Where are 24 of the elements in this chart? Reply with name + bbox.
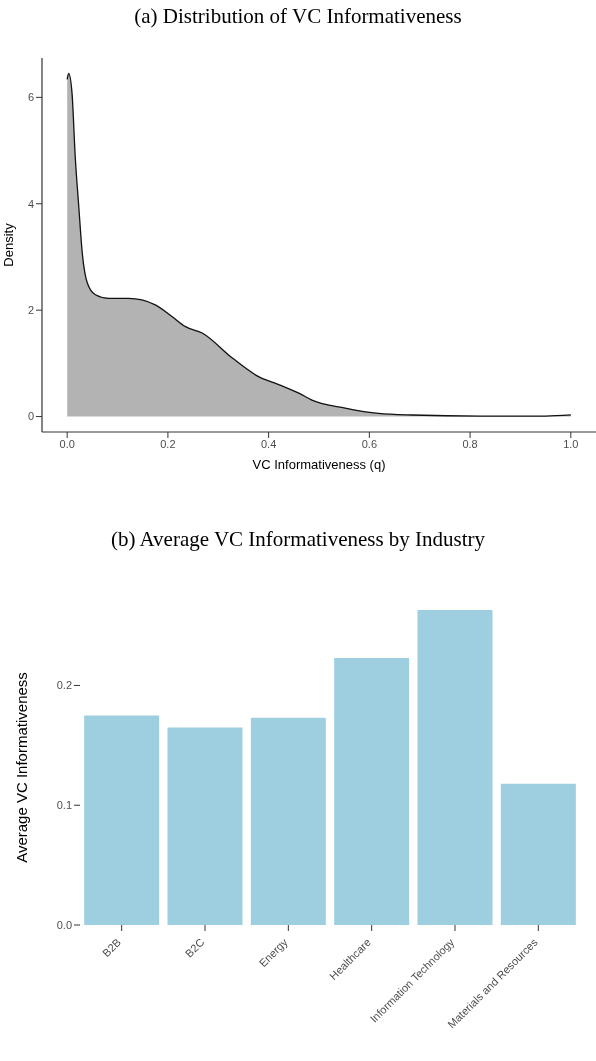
y-tick-label: 0.2	[56, 679, 72, 692]
y-axis-title: Average VC Informativeness	[13, 672, 31, 863]
chart-title: (a) Distribution of VC Informativeness	[133, 3, 463, 30]
bar	[250, 717, 326, 925]
y-tick-label: 0.1	[56, 799, 72, 812]
x-axis-title: VC Informativeness (q)	[252, 457, 386, 472]
x-tick-label: 0.8	[462, 437, 478, 450]
x-tick-label: 0.4	[260, 437, 277, 450]
bar	[500, 783, 576, 925]
bar	[84, 715, 160, 925]
chart-title: (b) Average VC Informativeness by Industry	[109, 526, 487, 553]
y-tick-label: 0.0	[56, 918, 72, 931]
x-tick-label: 0.2	[160, 437, 176, 450]
y-tick-label: 0	[27, 410, 34, 423]
y-axis-title: Density	[0, 222, 16, 267]
bar	[334, 657, 410, 925]
y-tick-label: 6	[27, 91, 34, 104]
bar	[167, 727, 243, 925]
x-tick-label: 0.6	[361, 437, 378, 450]
x-tick-label: 1.0	[563, 437, 579, 450]
y-tick-label: 2	[27, 304, 34, 317]
bar	[417, 610, 493, 925]
y-tick-label: 4	[27, 197, 34, 210]
x-tick-label: B2B	[99, 935, 124, 960]
